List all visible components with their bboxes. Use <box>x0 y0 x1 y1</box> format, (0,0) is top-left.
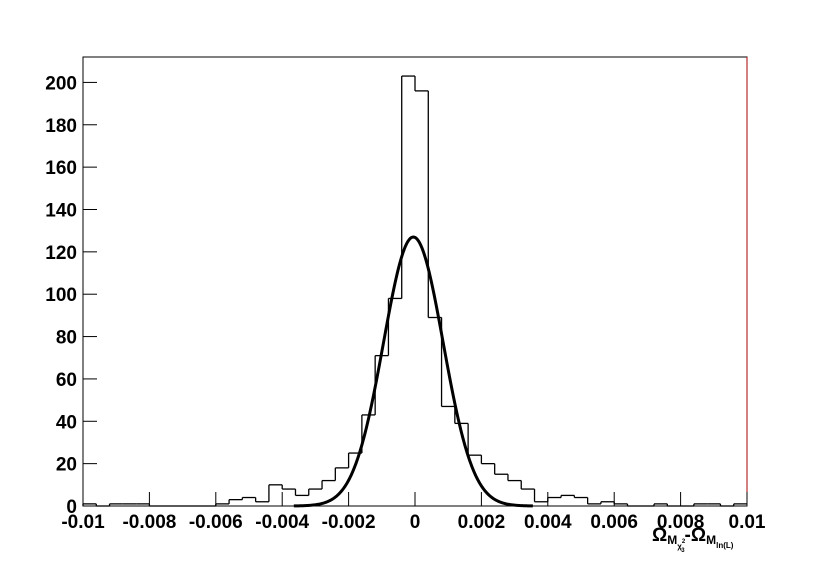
y-tick-label: 180 <box>45 116 77 137</box>
y-tick-label: 20 <box>56 455 77 476</box>
fit-curve <box>293 235 533 508</box>
x-tick-label: -0.006 <box>189 512 243 533</box>
x-tick-label: 0.006 <box>590 512 638 533</box>
x-tick-label: 0.008 <box>657 512 705 533</box>
x-tick-label: -0.008 <box>122 512 176 533</box>
y-tick-label: 40 <box>56 412 77 433</box>
x-label-part: 3 <box>681 548 685 554</box>
x-tick-label: -0.01 <box>61 512 105 533</box>
x-tick-label: -0.004 <box>255 512 309 533</box>
x-axis-label: ΩMχ2 3-ΩMln(L) <box>652 525 734 554</box>
x-label-part: χ <box>677 542 682 551</box>
x-label-part: Ω <box>652 525 667 546</box>
x-tick-label: 0 <box>410 512 421 533</box>
x-tick-label: -0.002 <box>322 512 376 533</box>
x-label-part: M <box>667 533 677 547</box>
y-tick-label: 0 <box>66 497 77 518</box>
y-tick-label: 160 <box>45 158 77 179</box>
y-tick-label: 200 <box>45 73 77 94</box>
x-tick-label: 0.004 <box>524 512 572 533</box>
y-tick-label: 60 <box>56 370 77 391</box>
y-tick-label: 100 <box>45 285 77 306</box>
x-label-part: 2 <box>682 539 686 545</box>
x-tick-label: 0.01 <box>729 512 766 533</box>
y-tick-label: 80 <box>56 328 77 349</box>
x-label-part: M <box>706 533 716 547</box>
y-tick-label: 120 <box>45 243 77 264</box>
x-label-part: ln(L) <box>716 541 734 550</box>
x-tick-label: 0.002 <box>458 512 506 533</box>
y-tick-label: 140 <box>45 200 77 221</box>
plot-frame <box>82 56 748 507</box>
x-label-part: -Ω <box>685 525 707 546</box>
